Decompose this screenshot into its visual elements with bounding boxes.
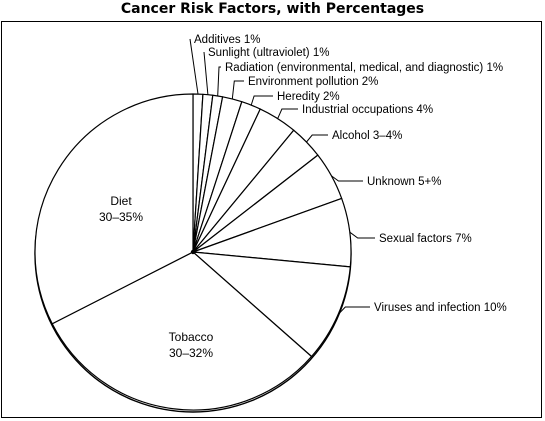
slice-label-radiation-environmental-medical-and-diagnostic: Radiation (environmental, medical, and d… <box>225 62 503 74</box>
pie-slices <box>34 93 352 411</box>
pie-leader-lines <box>189 38 375 316</box>
slice-label-additives: Additives 1% <box>194 34 260 46</box>
pie-center <box>190 249 196 255</box>
slice-label-industrial-occupations: Industrial occupations 4% <box>302 104 433 116</box>
slice-label-viruses-and-infection: Viruses and infection 10% <box>374 302 507 314</box>
leader-line-radiation-environmental-medical-and-diagnostic <box>217 66 221 96</box>
leader-line-heredity <box>250 95 273 106</box>
chart-title: Cancer Risk Factors, with Percentages <box>120 1 425 17</box>
leader-line-sexual-factors <box>349 231 375 239</box>
leader-line-unknown <box>331 175 363 182</box>
leader-line-viruses-and-infection <box>337 306 370 316</box>
slice-label-diet-name: Diet <box>110 194 132 208</box>
leader-line-additives <box>189 38 199 95</box>
slice-label-alcohol: Alcohol 3–4% <box>332 130 402 142</box>
slice-label-unknown: Unknown 5+% <box>367 176 441 188</box>
pie-slice-viruses-and-infection <box>192 251 351 358</box>
slice-label-tobacco-name: Tobacco <box>169 330 214 344</box>
slice-label-sunlight-ultraviolet: Sunlight (ultraviolet) 1% <box>208 47 329 59</box>
slice-label-diet-value: 30–35% <box>99 210 143 224</box>
slice-label-environment-pollution: Environment pollution 2% <box>248 76 378 88</box>
leader-line-industrial-occupations <box>277 108 298 119</box>
pie-labels: Additives 1%Sunlight (ultraviolet) 1% Rad… <box>99 34 507 360</box>
slice-label-heredity: Heredity 2% <box>277 91 340 103</box>
leader-line-alcohol <box>306 134 328 143</box>
leader-line-sunlight-ultraviolet <box>203 51 209 95</box>
leader-line-environment-pollution <box>231 80 244 100</box>
slice-label-tobacco-value: 30–32% <box>169 346 213 360</box>
slice-label-sexual-factors: Sexual factors 7% <box>379 233 472 245</box>
pie-slice-tobacco <box>51 251 313 411</box>
pie-slice-diet <box>34 93 194 325</box>
